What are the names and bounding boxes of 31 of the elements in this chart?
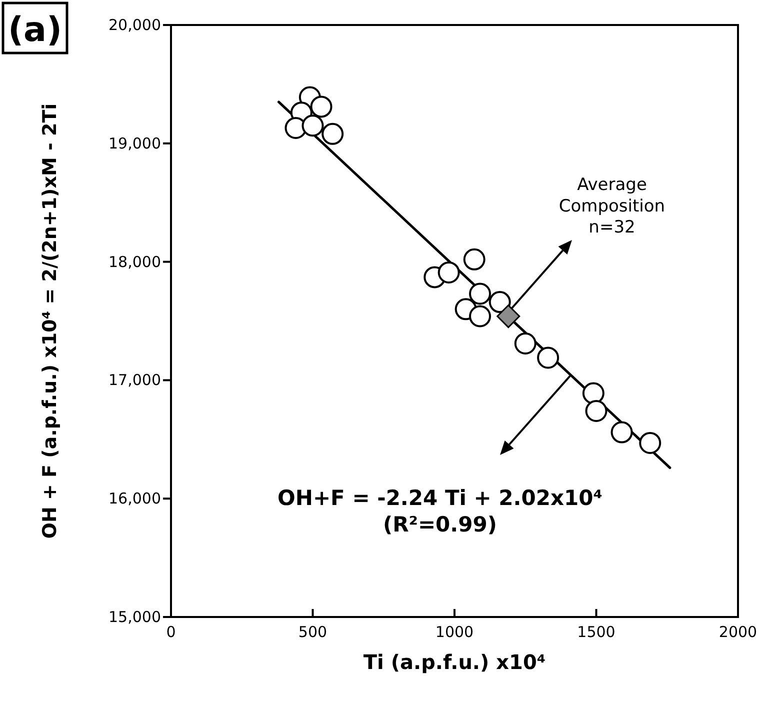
y-tick-label: 20,000 [108, 16, 161, 34]
y-tick-label: 15,000 [108, 608, 161, 626]
annotation: Average Composition n=32 [558, 175, 666, 238]
point [438, 261, 460, 284]
y-tick-label: 17,000 [108, 371, 161, 390]
point [496, 304, 520, 328]
point [582, 382, 604, 404]
x-tick-label: 500 [298, 623, 328, 641]
x-tick-label: 1500 [577, 623, 616, 641]
point [469, 282, 492, 305]
x-tick-label: 2000 [718, 623, 758, 641]
point [585, 400, 608, 422]
point [302, 114, 324, 137]
point [514, 332, 536, 354]
x-tick-label: 0 [166, 623, 176, 641]
chart-title: (a) [8, 10, 62, 50]
x-tick-label: 1000 [435, 623, 474, 641]
x-axis-title: Ti (a.p.f.u.) x10⁴ [363, 650, 546, 674]
annotation: OH+F = -2.24 Ti + 2.02x10⁴ (R²=0.99) [278, 486, 602, 536]
point [639, 432, 662, 454]
y-tick-label: 18,000 [108, 252, 161, 271]
point [610, 421, 633, 444]
point [463, 248, 486, 270]
y-tick-label: 16,000 [108, 490, 161, 508]
point [488, 291, 511, 314]
y-tick-label: 19,000 [108, 134, 161, 152]
point [469, 305, 492, 328]
y-axis-title: OH + F (a.p.f.u.) x10⁴ = 2/(2n+1)xM - 2Ti [39, 103, 61, 539]
point [537, 346, 560, 369]
point [322, 122, 344, 145]
point [310, 96, 332, 118]
